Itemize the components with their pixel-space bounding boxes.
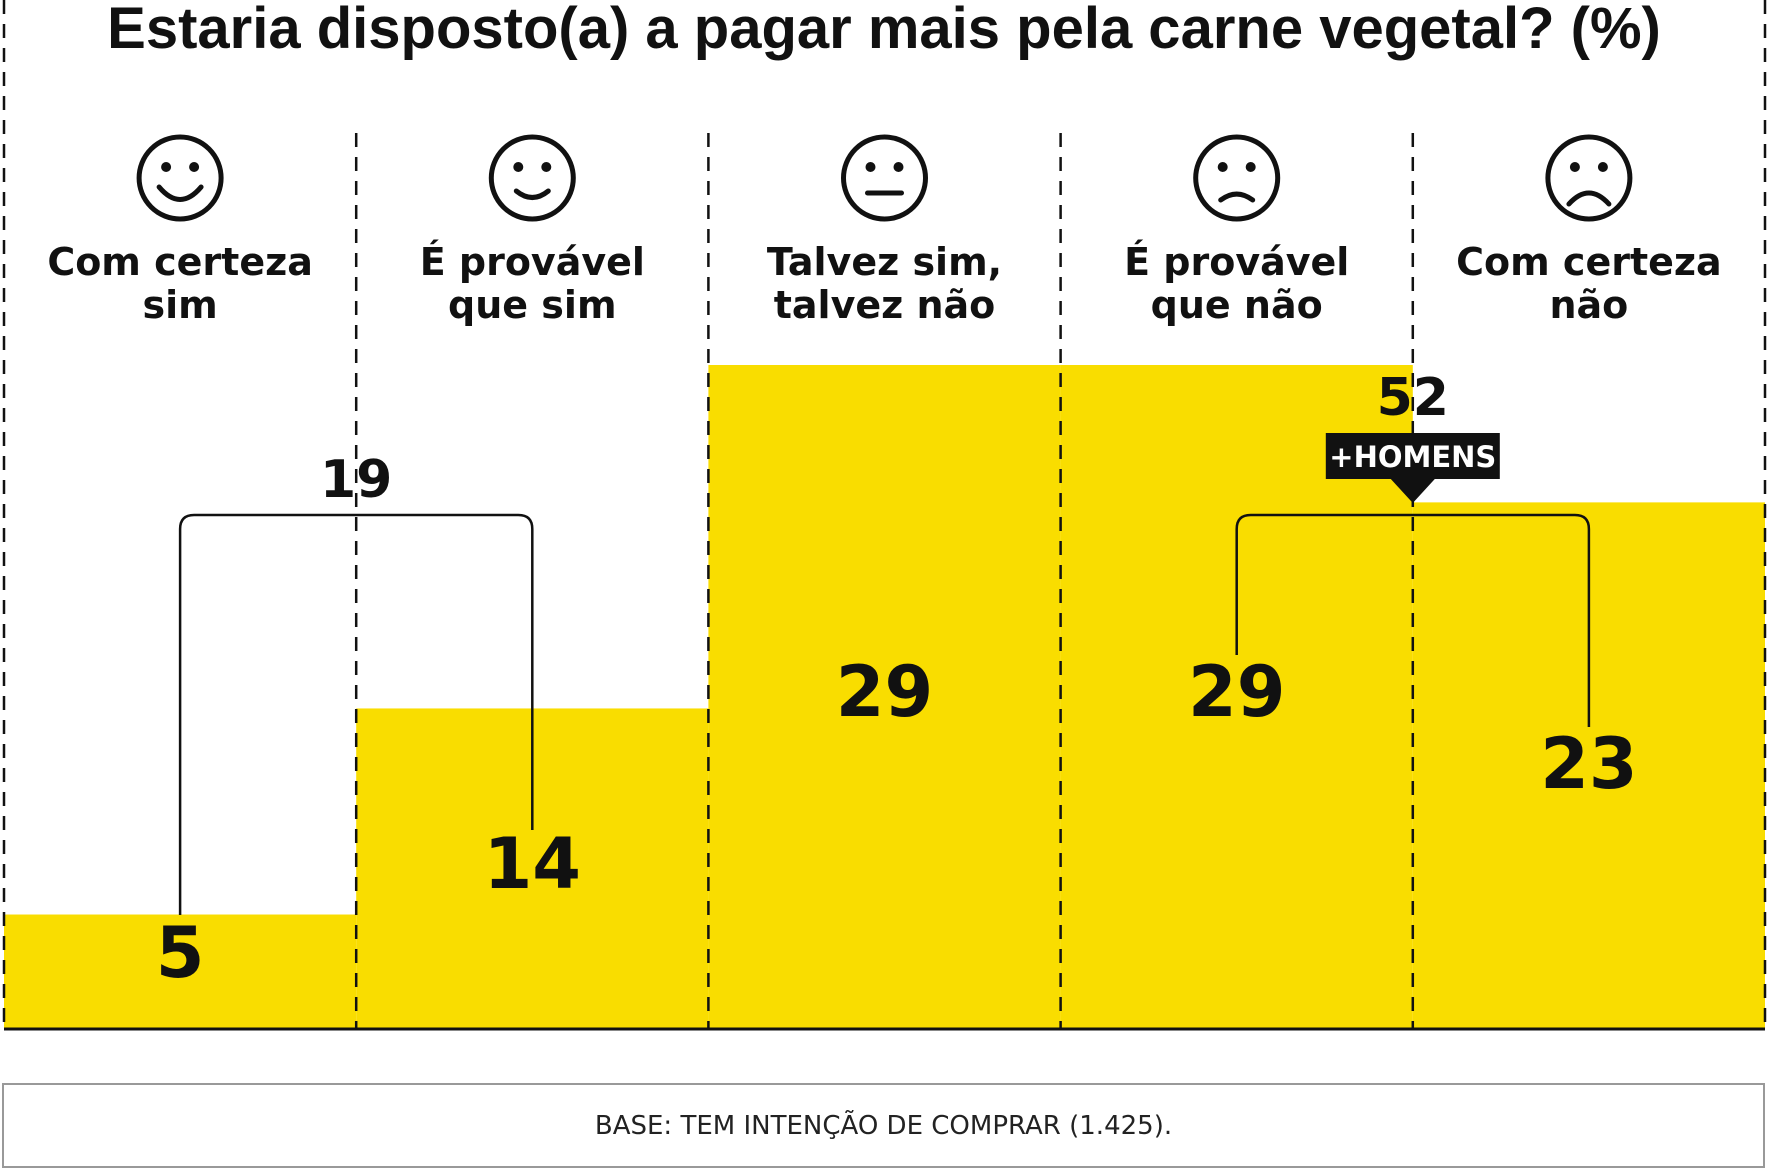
value-label-2: 29: [836, 651, 933, 733]
category-label: que não: [1151, 283, 1323, 327]
face-eye-left: [161, 162, 172, 172]
category-label: talvez não: [774, 283, 996, 327]
group-bracket-0: [178, 513, 534, 915]
value-label-4: 23: [1540, 723, 1637, 805]
category-label: que sim: [448, 283, 617, 327]
bar-2: [708, 365, 1061, 1029]
category-label: não: [1549, 283, 1628, 327]
face-outline: [488, 134, 576, 222]
face-mouth: [156, 184, 204, 202]
category-label: Com certeza: [47, 240, 313, 284]
group-total-0: 19: [320, 450, 392, 510]
face-mouth: [513, 188, 551, 200]
chart-title: Estaria disposto(a) a pagar mais pela ca…: [107, 0, 1661, 61]
face-icons: [136, 134, 1633, 222]
value-labels: 5 14 29 29 23: [156, 651, 1638, 994]
face-eye-left: [865, 162, 876, 172]
value-label-0: 5: [156, 912, 205, 994]
category-label: Com certeza: [1456, 240, 1722, 284]
face-eye-right: [189, 162, 200, 172]
value-label-1: 14: [484, 823, 581, 905]
face-eye-right: [1245, 162, 1256, 172]
face-eye-right: [541, 162, 552, 172]
tag-pointer: [1390, 479, 1435, 503]
face-outline: [841, 134, 928, 222]
very-happy-face-icon: [136, 134, 224, 222]
group-total-1: 52: [1377, 368, 1449, 428]
very-sad-face-icon: [1545, 134, 1633, 222]
face-outline: [136, 134, 224, 222]
face-outline: [1193, 134, 1281, 222]
happy-face-icon: [488, 134, 576, 222]
column-dividers: [2, 0, 1767, 1031]
category-label: É provável: [1124, 240, 1349, 284]
face-mouth: [1218, 191, 1256, 203]
category-label: Talvez sim,: [767, 240, 1002, 284]
face-eye-right: [893, 162, 904, 172]
category-label: sim: [142, 283, 217, 327]
face-eye-left: [1569, 162, 1580, 172]
tag-label: +HOMENS: [1329, 440, 1496, 474]
base-note: BASE: TEM INTENÇÃO DE COMPRAR (1.425).: [2, 1083, 1765, 1168]
face-eye-left: [513, 162, 524, 172]
group-bracket-1: [1235, 513, 1591, 727]
category-label: É provável: [420, 240, 645, 284]
face-outline: [1545, 134, 1633, 222]
tag-box: [1325, 433, 1500, 479]
sad-face-icon: [1193, 134, 1281, 222]
chart-canvas: Estaria disposto(a) a pagar mais pela ca…: [2, 0, 1767, 1031]
group-brackets: 19 52 +HOMENS: [178, 368, 1591, 915]
face-eye-right: [1597, 162, 1608, 172]
value-label-3: 29: [1188, 651, 1285, 733]
face-eye-left: [1217, 162, 1228, 172]
face-mouth: [1566, 190, 1612, 207]
neutral-face-icon: [841, 134, 928, 222]
bar-0: [4, 914, 357, 1029]
